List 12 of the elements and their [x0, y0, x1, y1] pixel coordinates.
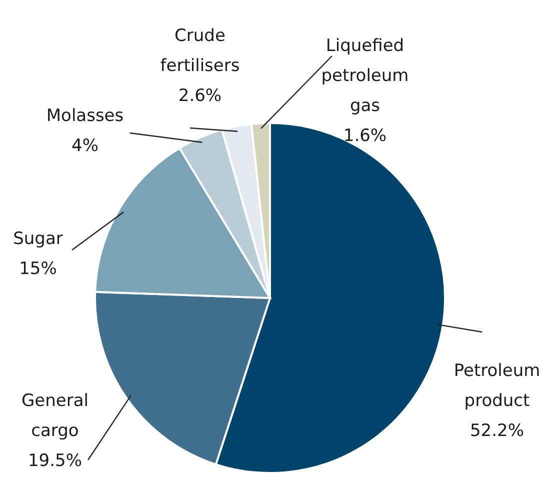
- slice-label: General cargo: [22, 391, 88, 441]
- data-label: 4%: [72, 136, 98, 156]
- slice-label: Petroleum product: [454, 361, 540, 411]
- data-label: 15%: [19, 259, 57, 279]
- data-label: 52.2%: [470, 421, 524, 441]
- slice-label: Molasses: [46, 106, 124, 126]
- data-label: 19.5%: [28, 451, 82, 471]
- slice-label: Sugar: [13, 229, 63, 249]
- slice-label: Liquefied petroleum gas: [321, 36, 409, 116]
- data-label: 1.6%: [343, 126, 387, 146]
- data-label: 2.6%: [178, 86, 222, 106]
- slice-label: Crude fertilisers: [160, 26, 240, 76]
